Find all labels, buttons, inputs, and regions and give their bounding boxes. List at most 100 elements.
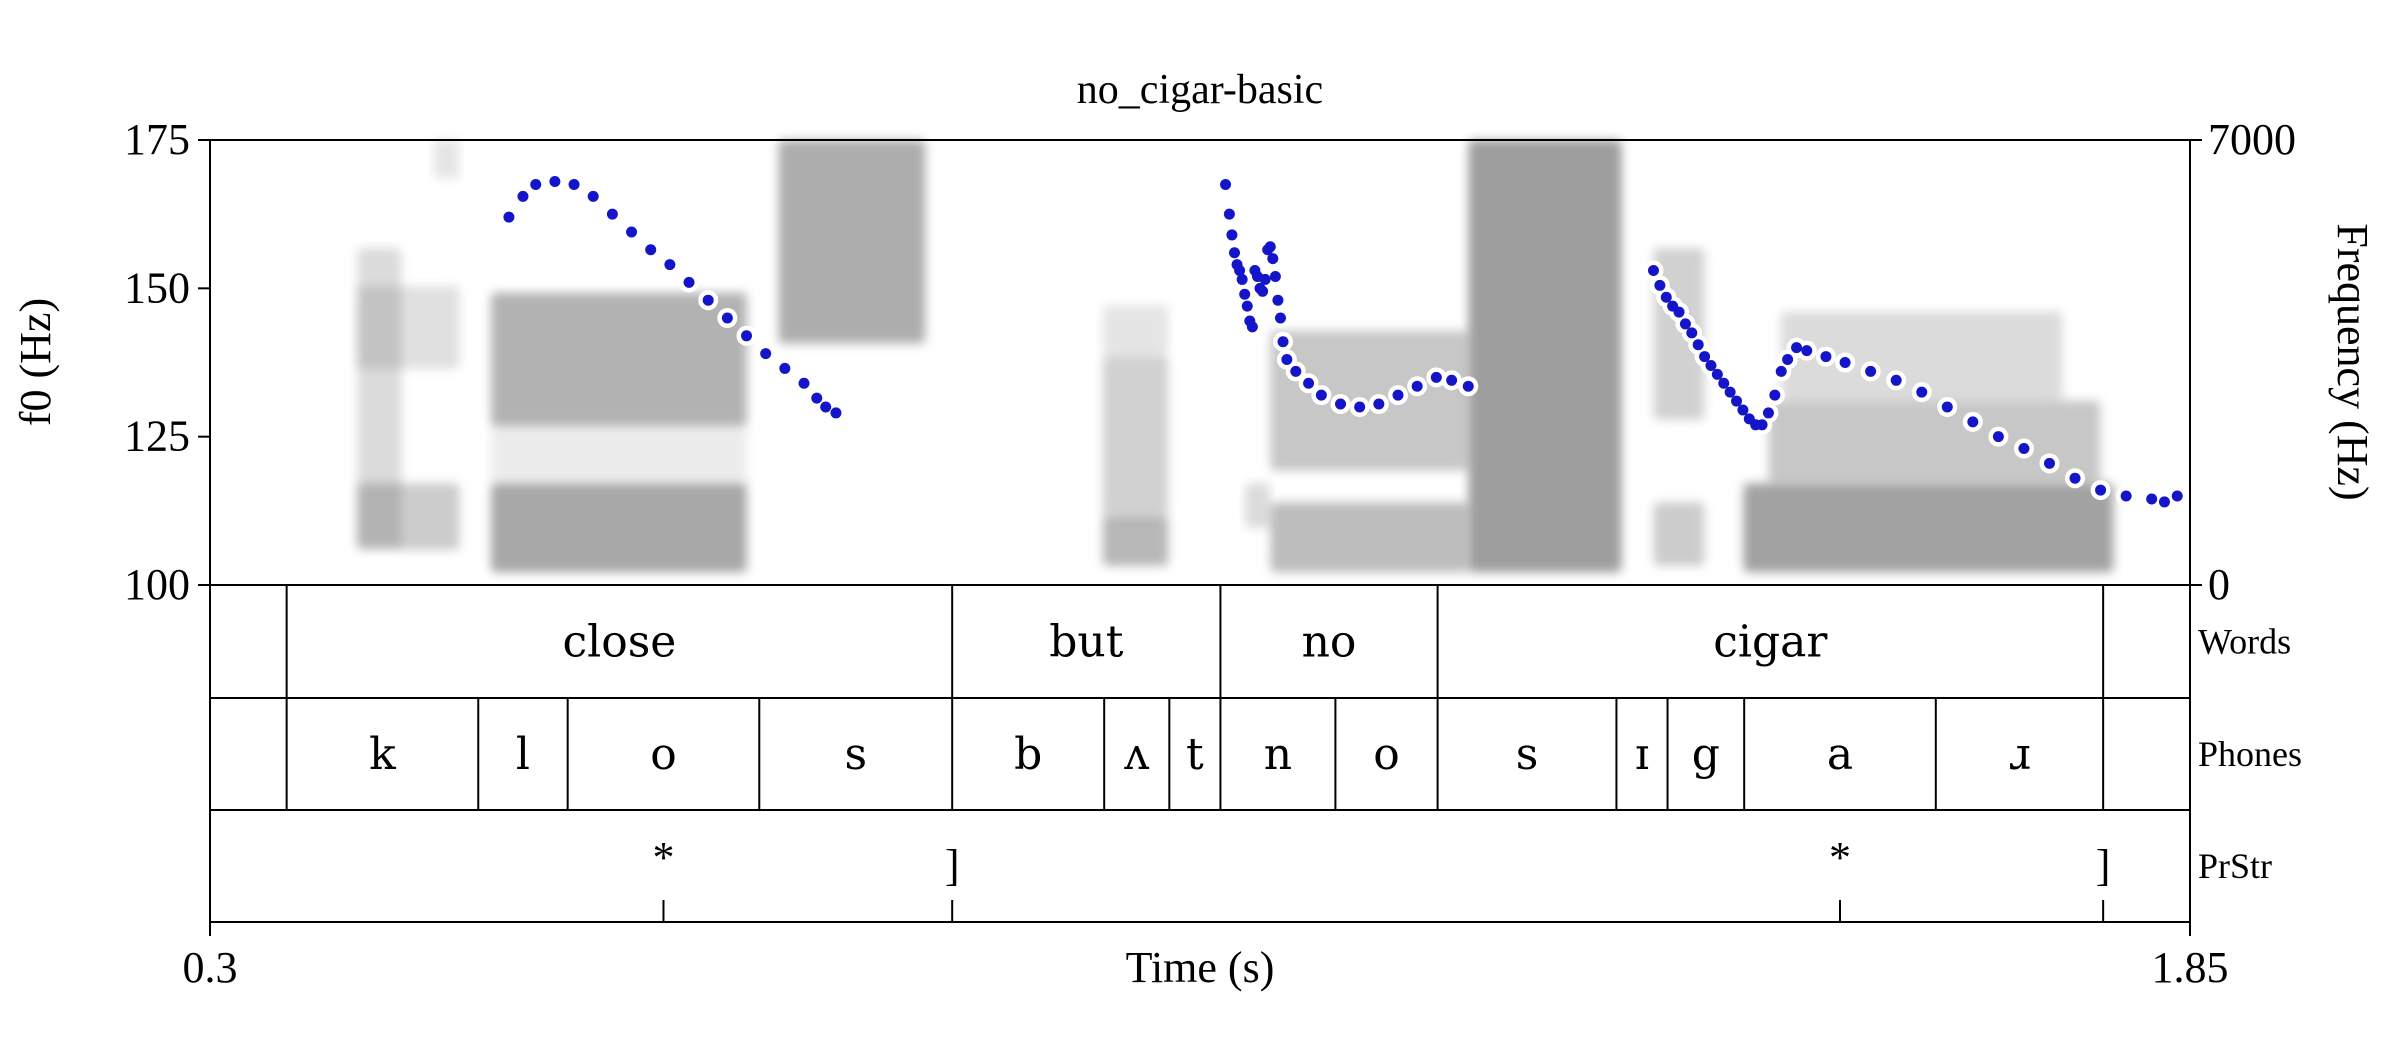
spectrogram-blob-13 (1270, 330, 1469, 471)
spectrogram-blob-2 (356, 286, 460, 369)
tier-point-label: ] (945, 841, 960, 890)
f0-point-1-2 (1226, 229, 1238, 241)
spectrogram-blob-4 (491, 483, 747, 573)
f0-point-1-15 (1259, 273, 1271, 285)
spectrogram-blob-5 (491, 292, 747, 427)
spectrogram-blob-1 (356, 483, 460, 551)
tier-label: l (516, 729, 530, 780)
tier-label: n (1264, 729, 1292, 780)
x-tick-label: 1.85 (2152, 943, 2229, 992)
f0-point-0-6 (606, 208, 618, 220)
tier-point-label: * (652, 833, 674, 882)
f0-point-2-24 (1820, 351, 1832, 363)
f0-point-2-12 (1724, 386, 1736, 398)
f0-point-0-1 (517, 190, 529, 202)
spectrogram-blob-striation (1270, 330, 1469, 471)
f0-point-2-27 (1890, 374, 1902, 386)
spectrogram-blob-10 (1102, 305, 1169, 357)
f0-point-2-35 (2095, 484, 2107, 496)
f0-point-0-14 (760, 348, 772, 360)
spectrogram-blob-striation (1653, 502, 1705, 566)
spectrogram-frame (209, 139, 2191, 586)
y-tick-label: 150 (124, 263, 190, 312)
f0-point-1-21 (1274, 312, 1286, 324)
tier-label: s (844, 729, 867, 780)
tier-name: PrStr (2198, 846, 2272, 886)
spectrogram-blob-striation (778, 140, 926, 344)
f0-point-0-8 (645, 244, 657, 256)
f0-point-1-5 (1234, 265, 1246, 277)
f0-point-2-8 (1699, 351, 1711, 363)
f0-point-0-16 (798, 377, 810, 389)
f0-point-1-26 (1315, 389, 1327, 401)
f0-track (498, 171, 2188, 512)
f0-point-1-31 (1411, 380, 1423, 392)
f0-point-2-17 (1756, 419, 1768, 431)
f0-point-2-6 (1686, 327, 1698, 339)
f0-point-1-1 (1223, 208, 1235, 220)
f0-point-2-30 (1967, 416, 1979, 428)
y-tick-label: 125 (124, 412, 190, 461)
f0-point-2-11 (1718, 377, 1730, 389)
f0-point-0-19 (830, 407, 842, 419)
f0-point-2-2 (1660, 291, 1672, 303)
f0-point-1-30 (1392, 389, 1404, 401)
spectrogram-blob-17 (1742, 483, 2114, 573)
spectrogram-blob-11 (1244, 483, 1271, 528)
spectrogram-blob-7 (778, 140, 926, 344)
f0-point-1-19 (1269, 270, 1281, 282)
y-right-tick-label: 7000 (2208, 115, 2296, 164)
f0-point-2-9 (1705, 359, 1717, 371)
f0-points (503, 176, 2183, 508)
spectrogram-blob-8 (1102, 515, 1169, 566)
spectrogram-blob-striation (1102, 356, 1169, 516)
tier-point-label: ] (2096, 841, 2111, 890)
spectrogram-blob-6 (491, 426, 747, 484)
f0-point-0-17 (811, 392, 823, 404)
x-tick-label: 0.3 (183, 943, 238, 992)
spectrogram-blob-striation (1102, 305, 1169, 357)
f0-point-1-24 (1290, 365, 1302, 377)
tier-name: Words (2198, 622, 2291, 662)
f0-point-1-14 (1257, 285, 1269, 297)
tier-name: Phones (2198, 734, 2302, 774)
f0-point-0-4 (568, 179, 580, 190)
tier-point-label: * (1829, 833, 1851, 882)
f0-point-2-39 (2171, 490, 2183, 502)
spectrogram-blob-striation (491, 426, 747, 484)
f0-point-0-13 (741, 330, 753, 342)
f0-point-1-6 (1236, 273, 1248, 285)
f0-point-1-25 (1303, 377, 1315, 389)
tier-prstr: *] *] PrStr (652, 833, 2272, 922)
spectrogram-blob-striation (491, 292, 747, 427)
f0-point-1-33 (1446, 374, 1458, 386)
f0-point-2-7 (1692, 339, 1704, 351)
f0-point-1-18 (1267, 253, 1279, 265)
f0-point-0-15 (779, 362, 791, 374)
tier-label: ɹ (2008, 729, 2030, 780)
f0-point-2-33 (2043, 457, 2055, 469)
spectrogram-blob-striation (1742, 483, 2114, 573)
f0-point-2-13 (1731, 395, 1743, 407)
spectrogram-blob-striation (433, 140, 460, 179)
f0-point-2-32 (2018, 443, 2030, 455)
tier-label: o (650, 729, 677, 780)
f0-point-2-20 (1775, 365, 1787, 377)
spectrogram-blob-striation (491, 483, 747, 573)
f0-point-1-29 (1373, 398, 1385, 410)
tier-label: a (1827, 729, 1853, 780)
tier-label: o (1373, 729, 1400, 780)
tier-label: cigar (1713, 617, 1828, 668)
f0-point-2-23 (1801, 345, 1813, 357)
f0-point-2-36 (2120, 490, 2132, 502)
f0-point-2-34 (2069, 472, 2081, 484)
f0-point-2-21 (1782, 354, 1794, 366)
spectrogram-blob-striation (1270, 502, 1469, 573)
f0-point-2-0 (1647, 265, 1659, 277)
axes: 100 125 150 175 0 7000 0.3 1.85 (124, 115, 2296, 992)
f0-point-2-14 (1737, 404, 1749, 416)
y-axis-label: f0 (Hz) (11, 298, 60, 426)
plot-frames (209, 139, 2191, 923)
f0-point-1-7 (1239, 288, 1251, 300)
tier-label: k (369, 729, 396, 780)
